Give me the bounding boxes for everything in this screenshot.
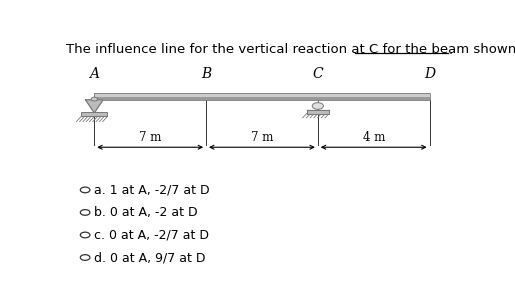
Text: D: D [424,67,435,81]
Text: b. 0 at A, -2 at D: b. 0 at A, -2 at D [94,206,197,219]
Text: A: A [89,67,99,81]
Circle shape [312,103,323,109]
Text: B: B [201,67,211,81]
Circle shape [91,97,97,101]
Bar [94,93,430,100]
Bar [94,97,430,100]
Polygon shape [85,100,103,113]
Text: .: . [449,44,453,57]
Text: a. 1 at A, -2/7 at D: a. 1 at A, -2/7 at D [94,184,209,197]
Bar [81,112,108,116]
Text: C: C [313,67,323,81]
Text: c. 0 at A, -2/7 at D: c. 0 at A, -2/7 at D [94,229,209,241]
Text: 7 m: 7 m [251,132,273,144]
Text: 7 m: 7 m [139,132,161,144]
Text: d. 0 at A, 9/7 at D: d. 0 at A, 9/7 at D [94,251,205,264]
Text: The influence line for the vertical reaction at C for the beam shown is: The influence line for the vertical reac… [66,43,515,56]
Text: 4 m: 4 m [363,132,385,144]
Bar [94,93,430,97]
Bar [306,110,329,114]
